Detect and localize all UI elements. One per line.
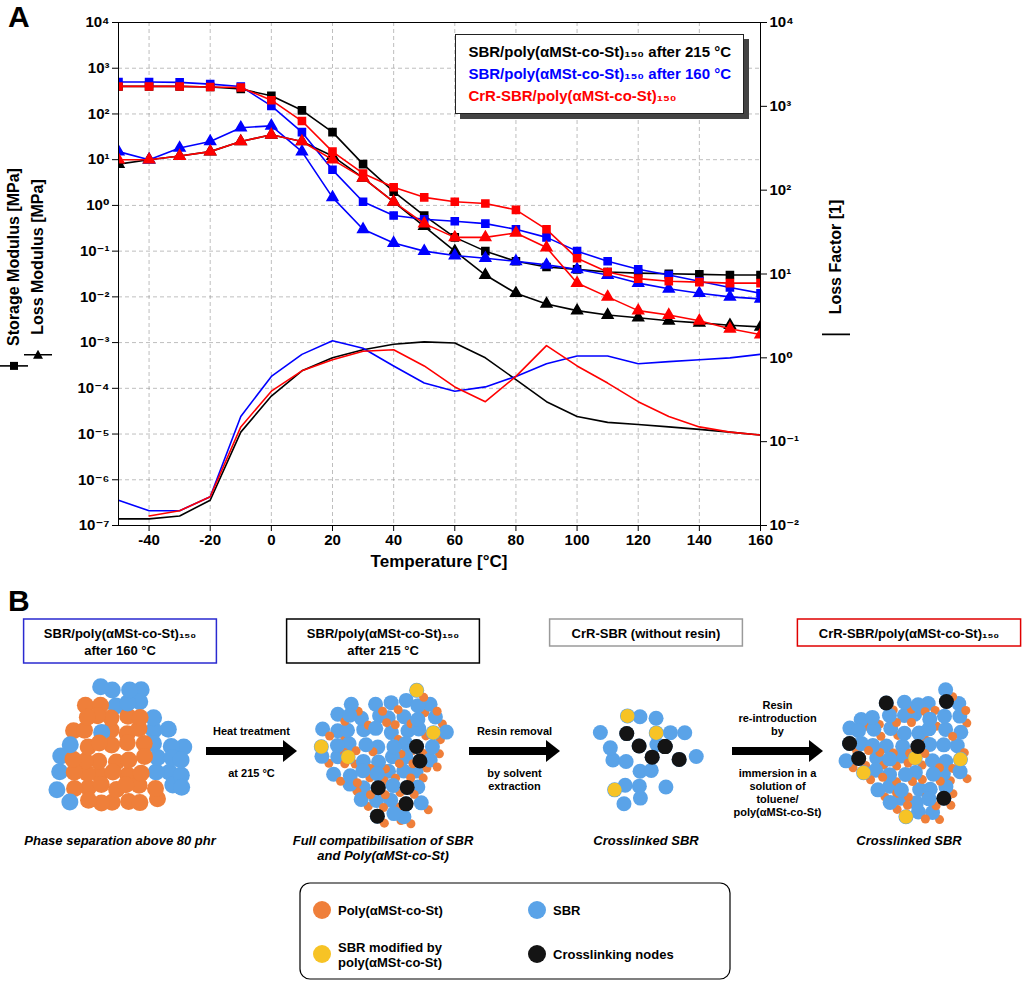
svg-text:CrR-SBR/poly(αMSt-co-St)₁₅₀: CrR-SBR/poly(αMSt-co-St)₁₅₀	[819, 626, 1000, 641]
svg-text:10³: 10³	[88, 59, 110, 76]
svg-text:SBR/poly(αMSt-co-St)₁₅₀after 2: SBR/poly(αMSt-co-St)₁₅₀after 215 °C	[307, 626, 459, 658]
svg-text:-40: -40	[138, 531, 160, 548]
svg-text:60: 60	[446, 531, 463, 548]
svg-text:immersion in asolution oftolue: immersion in asolution oftoluene/poly(αM…	[733, 767, 821, 818]
svg-text:Crosslinked SBR: Crosslinked SBR	[593, 833, 699, 848]
svg-text:Heat treatment: Heat treatment	[213, 725, 290, 737]
svg-text:10⁻⁵: 10⁻⁵	[78, 425, 110, 442]
svg-text:SBR modified bypoly(αMSt-co-St: SBR modified bypoly(αMSt-co-St)	[338, 940, 443, 970]
svg-text:Full compatibilisation of SBRa: Full compatibilisation of SBRand Poly(αM…	[293, 833, 474, 863]
svg-text:at 215 °C: at 215 °C	[228, 767, 275, 779]
svg-text:80: 80	[508, 531, 525, 548]
svg-text:10²: 10²	[770, 181, 792, 198]
svg-text:10⁰: 10⁰	[86, 196, 109, 213]
svg-text:10⁻⁴: 10⁻⁴	[77, 379, 109, 396]
svg-text:10²: 10²	[88, 105, 110, 122]
html-text:A: A	[8, 0, 30, 33]
svg-text:40: 40	[385, 531, 402, 548]
svg-text:Phase separation above 80 phr: Phase separation above 80 phr	[24, 833, 216, 848]
svg-text:SBR: SBR	[553, 903, 581, 918]
svg-text:10⁻¹: 10⁻¹	[80, 242, 110, 259]
svg-text:10⁻³: 10⁻³	[80, 333, 110, 350]
svg-text:10¹: 10¹	[770, 265, 792, 282]
svg-text:B: B	[8, 584, 30, 617]
svg-text:10⁻²: 10⁻²	[770, 516, 800, 533]
html-text:Storage Modulus [MPa]: Storage Modulus [MPa]	[5, 167, 22, 346]
svg-text:160: 160	[748, 531, 773, 548]
svg-text:by solventextraction: by solventextraction	[487, 767, 542, 792]
svg-text:Resin removal: Resin removal	[477, 725, 552, 737]
svg-text:10⁴: 10⁴	[770, 13, 794, 30]
svg-text:0: 0	[267, 531, 275, 548]
html-text:CrR-SBR/poly(αMSt-co-St)₁₅₀: CrR-SBR/poly(αMSt-co-St)₁₅₀	[468, 87, 677, 104]
svg-text:10³: 10³	[770, 97, 792, 114]
html-text:Loss Modulus [MPa]: Loss Modulus [MPa]	[29, 178, 46, 335]
svg-text:10⁻⁷: 10⁻⁷	[79, 516, 110, 533]
svg-text:10¹: 10¹	[88, 150, 110, 167]
html-text:Loss Factor [1]: Loss Factor [1]	[827, 199, 844, 314]
svg-text:10⁴: 10⁴	[85, 13, 109, 30]
svg-text:10⁻¹: 10⁻¹	[770, 432, 800, 449]
svg-text:10⁰: 10⁰	[770, 349, 793, 366]
svg-text:120: 120	[626, 531, 651, 548]
svg-text:10⁻²: 10⁻²	[80, 288, 110, 305]
svg-text:Poly(αMSt-co-St): Poly(αMSt-co-St)	[338, 903, 443, 918]
svg-text:-20: -20	[199, 531, 221, 548]
html-text:SBR/poly(αMSt-co-St)₁₅₀ after: SBR/poly(αMSt-co-St)₁₅₀ after 215 °C	[468, 43, 731, 60]
svg-text:10⁻⁶: 10⁻⁶	[78, 471, 110, 488]
svg-text:20: 20	[324, 531, 341, 548]
svg-text:SBR/poly(αMSt-co-St)₁₅₀after 1: SBR/poly(αMSt-co-St)₁₅₀after 160 °C	[44, 626, 196, 658]
html-text:Temperature [°C]: Temperature [°C]	[370, 552, 508, 571]
svg-text:140: 140	[687, 531, 712, 548]
svg-text:Resinre-introductionby: Resinre-introductionby	[738, 699, 816, 737]
html-text:SBR/poly(αMSt-co-St)₁₅₀ after: SBR/poly(αMSt-co-St)₁₅₀ after 160 °C	[468, 65, 731, 82]
svg-text:Crosslinking nodes: Crosslinking nodes	[553, 947, 674, 962]
svg-text:Crosslinked SBR: Crosslinked SBR	[856, 833, 962, 848]
svg-text:CrR-SBR (without resin): CrR-SBR (without resin)	[572, 626, 721, 641]
svg-text:100: 100	[565, 531, 590, 548]
